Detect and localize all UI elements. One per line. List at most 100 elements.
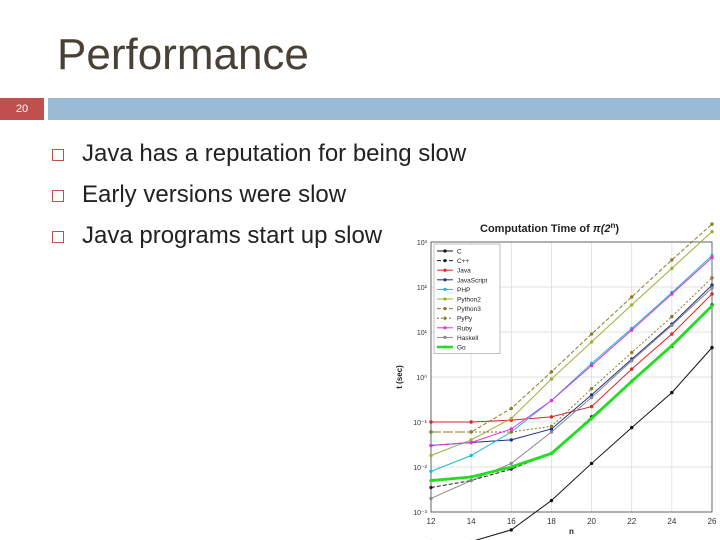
- bullet-text: Java programs start up slow: [82, 221, 383, 249]
- data-point: [509, 465, 513, 469]
- legend-marker: [443, 345, 447, 349]
- data-point: [509, 430, 513, 434]
- data-point: [670, 323, 674, 328]
- legend-marker: [443, 335, 447, 339]
- data-point: [509, 416, 513, 421]
- y-tick-label: 10²: [417, 285, 428, 292]
- legend-label: Java: [457, 268, 471, 275]
- data-point: [670, 266, 674, 271]
- data-point: [710, 276, 714, 280]
- data-point: [710, 304, 714, 308]
- data-point: [710, 229, 714, 234]
- data-point: [509, 461, 513, 466]
- data-point: [589, 395, 594, 400]
- data-point: [549, 424, 554, 429]
- data-point: [549, 430, 554, 434]
- series-line-haskell: [430, 287, 713, 499]
- legend-marker: [443, 297, 447, 301]
- data-point: [469, 420, 473, 424]
- data-point: [469, 478, 473, 483]
- x-tick-label: 16: [507, 517, 516, 526]
- chart-svg: Computation Time of π(2n) 12 14 16 18 20 22 24…: [395, 221, 717, 540]
- legend-label: Go: [457, 345, 466, 352]
- data-point: [589, 416, 594, 421]
- legend-label: Ruby: [457, 325, 473, 332]
- series-line-ruby: [430, 257, 713, 447]
- data-point: [710, 345, 714, 350]
- data-point: [429, 469, 433, 474]
- data-point: [509, 427, 513, 431]
- legend-label: Haskell: [457, 335, 479, 342]
- data-point: [630, 328, 634, 332]
- data-point: [630, 359, 634, 363]
- y-axis-label: t (sec): [395, 365, 404, 389]
- data-point: [589, 393, 594, 397]
- legend-label: JavaScript: [457, 277, 488, 284]
- data-point: [630, 295, 634, 299]
- legend-label: Python3: [457, 306, 481, 313]
- slide-title: Performance: [57, 30, 309, 79]
- legend-marker: [443, 278, 447, 282]
- data-point: [549, 398, 554, 403]
- data-point: [630, 367, 634, 371]
- computation-time-chart: Computation Time of π(2n) 12 14 16 18 20 22 24…: [388, 212, 720, 540]
- data-point: [429, 478, 433, 483]
- data-point: [429, 453, 433, 458]
- legend-label: PHP: [457, 287, 470, 294]
- data-point: [589, 340, 594, 344]
- data-point: [589, 404, 594, 409]
- legend-marker: [443, 249, 447, 253]
- data-point: [670, 343, 674, 348]
- data-point: [469, 453, 473, 458]
- data-point: [710, 286, 714, 290]
- data-point: [509, 528, 513, 532]
- bullet-item: Early versions were slow: [52, 174, 466, 215]
- legend-marker: [443, 326, 447, 330]
- data-point: [589, 363, 594, 368]
- bullet-item: Java programs start up slow: [52, 215, 466, 256]
- data-point: [469, 438, 473, 442]
- data-point: [630, 350, 634, 355]
- data-point: [549, 370, 554, 374]
- x-tick-label: 14: [467, 517, 476, 526]
- data-point: [509, 406, 513, 411]
- legend-label: PyPy: [457, 316, 473, 323]
- title-rule: [48, 98, 720, 120]
- data-point: [549, 377, 554, 381]
- legend-label: C++: [457, 258, 469, 265]
- data-point: [630, 379, 634, 384]
- square-bullet-icon: [52, 189, 64, 202]
- legend-marker: [443, 307, 447, 311]
- data-point: [670, 314, 674, 319]
- legend-marker: [443, 259, 447, 263]
- series-line-python2: [430, 231, 713, 456]
- data-point: [469, 440, 473, 445]
- plot-frame: [430, 241, 713, 513]
- legend-marker: [443, 268, 447, 272]
- data-point: [509, 438, 513, 442]
- data-point: [429, 485, 433, 490]
- legend-label: Python2: [457, 297, 481, 304]
- x-tick-label: 18: [547, 517, 556, 526]
- data-point: [469, 430, 473, 434]
- data-point: [710, 283, 714, 287]
- series-line-javascript: [430, 284, 713, 447]
- data-point: [549, 427, 554, 431]
- x-tick-label: 24: [667, 517, 676, 526]
- data-point: [429, 496, 433, 501]
- x-tick-label: 20: [587, 517, 596, 526]
- data-point: [469, 475, 473, 479]
- data-point: [710, 292, 714, 296]
- square-bullet-icon: [52, 148, 64, 161]
- series-line-go: [430, 304, 713, 482]
- data-point: [429, 420, 433, 424]
- series-line-python3: [431, 223, 713, 433]
- data-point: [429, 443, 433, 448]
- bullet-text: Java has a reputation for being slow: [82, 139, 467, 167]
- data-point: [670, 390, 674, 395]
- data-point: [429, 430, 433, 434]
- y-tick-label: 10⁰: [416, 374, 427, 382]
- data-point: [589, 386, 594, 391]
- data-point: [589, 332, 594, 336]
- data-point: [630, 425, 634, 430]
